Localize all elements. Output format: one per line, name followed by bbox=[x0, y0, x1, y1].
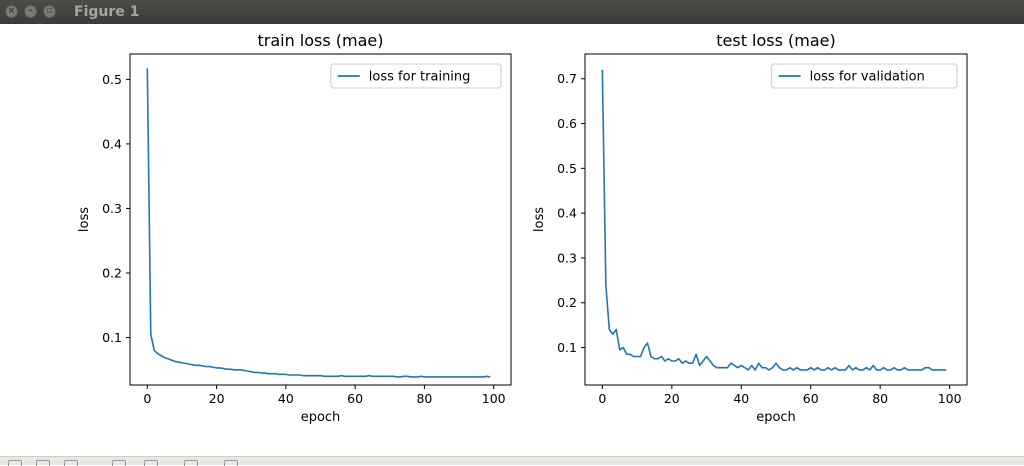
y-tick-label: 0.7 bbox=[557, 71, 577, 86]
x-tick-label: 100 bbox=[482, 391, 506, 406]
x-axis-label: epoch bbox=[756, 410, 796, 425]
x-tick-label: 80 bbox=[416, 391, 432, 406]
zoom-icon[interactable] bbox=[144, 460, 158, 466]
x-tick-label: 40 bbox=[733, 391, 749, 406]
y-tick-label: 0.2 bbox=[102, 266, 122, 281]
test-loss-plot: test loss (mae) 0 20 40 60 80 100 0.1 0.2 0.3 0.4 0… bbox=[532, 31, 968, 425]
window-title: Figure 1 bbox=[74, 4, 140, 20]
figure-canvas: train loss (mae) 0 20 40 60 80 100 0.1 0.2 0.3 0.4… bbox=[77, 31, 968, 425]
series-line bbox=[146, 68, 491, 378]
y-tick-label: 0.5 bbox=[557, 161, 577, 176]
minimize-icon: – bbox=[28, 6, 33, 16]
legend-box bbox=[771, 63, 958, 89]
y-axis-label: loss bbox=[532, 207, 547, 232]
chart-title: train loss (mae) bbox=[257, 31, 383, 50]
save-icon[interactable] bbox=[224, 460, 238, 466]
y-tick-label: 0.3 bbox=[102, 201, 122, 216]
configure-icon[interactable] bbox=[184, 460, 198, 466]
back-icon[interactable] bbox=[36, 460, 50, 466]
y-tick-label: 0.5 bbox=[102, 72, 122, 87]
train-loss-plot: train loss (mae) 0 20 40 60 80 100 0.1 0.2 0.3 0.4… bbox=[77, 31, 512, 425]
y-tick-label: 0.3 bbox=[557, 250, 577, 265]
maximize-button[interactable]: ▫ bbox=[43, 5, 56, 18]
legend-label: loss for training bbox=[369, 70, 471, 85]
x-tick-label: 80 bbox=[872, 391, 888, 406]
window-titlebar: × – ▫ Figure 1 bbox=[0, 0, 1024, 24]
legend-box bbox=[330, 63, 502, 89]
series-line bbox=[601, 69, 947, 371]
legend-label: loss for validation bbox=[810, 70, 925, 85]
y-tick-label: 0.4 bbox=[557, 206, 577, 221]
forward-icon[interactable] bbox=[64, 460, 78, 466]
y-axis-label: loss bbox=[77, 207, 92, 232]
chart-title: test loss (mae) bbox=[716, 31, 836, 50]
x-tick-label: 0 bbox=[143, 391, 151, 406]
x-tick-label: 60 bbox=[347, 391, 363, 406]
close-icon: × bbox=[7, 6, 16, 16]
pan-icon[interactable] bbox=[112, 460, 126, 466]
home-icon[interactable] bbox=[8, 460, 22, 466]
y-tick-label: 0.6 bbox=[557, 116, 577, 131]
x-tick-label: 20 bbox=[209, 391, 225, 406]
close-button[interactable]: × bbox=[5, 5, 18, 18]
y-tick-label: 0.1 bbox=[557, 340, 577, 355]
x-tick-label: 20 bbox=[664, 391, 680, 406]
x-tick-label: 40 bbox=[278, 391, 294, 406]
y-tick-label: 0.1 bbox=[102, 330, 122, 345]
y-tick-label: 0.2 bbox=[557, 295, 577, 310]
navigation-toolbar bbox=[0, 456, 1024, 466]
x-axis-label: epoch bbox=[301, 410, 341, 425]
x-tick-label: 0 bbox=[598, 391, 606, 406]
maximize-icon: ▫ bbox=[46, 6, 53, 16]
x-tick-label: 100 bbox=[938, 391, 962, 406]
axes-frame bbox=[584, 53, 968, 386]
axes-frame bbox=[129, 53, 512, 386]
minimize-button[interactable]: – bbox=[24, 5, 37, 18]
x-tick-label: 60 bbox=[803, 391, 819, 406]
y-tick-label: 0.4 bbox=[102, 136, 122, 151]
